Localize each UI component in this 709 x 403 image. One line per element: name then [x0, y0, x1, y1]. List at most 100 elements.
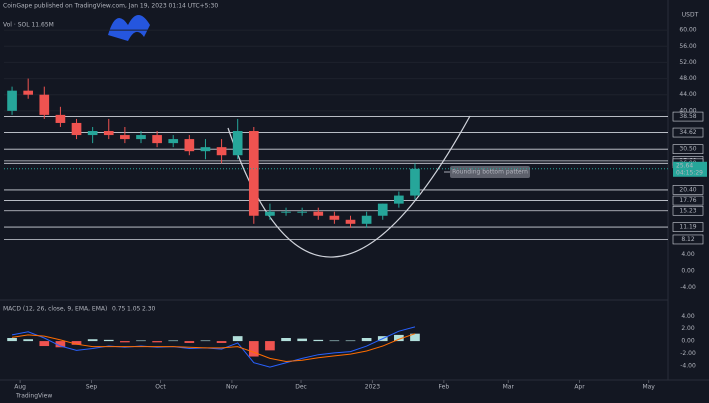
macd-histogram-bar — [232, 336, 243, 342]
level-label-box — [672, 222, 704, 232]
candle-body — [120, 135, 130, 140]
countdown: 04:15:29 — [676, 169, 703, 176]
level-label: 20.40 — [679, 186, 696, 193]
y-tick-label: 0.00 — [681, 338, 695, 345]
macd-histogram-bar — [103, 339, 114, 342]
x-tick-label: Oct — [155, 384, 166, 391]
candle-body — [297, 211, 307, 213]
annotation: Rounding bottom pattern — [452, 169, 528, 176]
macd-histogram-bar — [345, 340, 356, 342]
y-tick-label: 0.00 — [681, 268, 695, 275]
macd-histogram-bar — [200, 340, 211, 342]
candle-body — [394, 195, 404, 204]
macd-histogram-bar — [55, 341, 66, 348]
watermark-logo — [108, 15, 150, 41]
candle-body — [200, 147, 211, 152]
y-tick-label: 40.00 — [679, 107, 696, 114]
x-tick-label: Aug — [14, 384, 26, 391]
macd-histogram-bar — [184, 341, 195, 343]
macd-histogram-bar — [23, 339, 34, 342]
candle-body — [361, 215, 372, 224]
y-tick-label: -4.00 — [680, 284, 696, 291]
level-label: 15.23 — [679, 207, 696, 214]
level-label-box — [672, 185, 704, 195]
macd-histogram-bar — [329, 340, 340, 342]
level-label-box — [672, 205, 704, 216]
last-price-label: 25.64 — [676, 162, 693, 169]
macd-histogram-bar — [313, 339, 324, 342]
y-tick-label: 60.00 — [679, 27, 696, 34]
x-tick-label: Feb — [439, 384, 450, 391]
last-price-box — [673, 161, 707, 177]
y-tick-label: 56.00 — [679, 43, 696, 50]
candle-body — [232, 131, 243, 156]
x-tick-label: May — [642, 384, 655, 391]
candle-body — [87, 131, 98, 136]
level-label-box — [672, 111, 704, 122]
candle-body — [377, 203, 388, 216]
candle-body — [281, 211, 291, 213]
annotation-box — [450, 166, 530, 178]
candle-body — [55, 114, 66, 123]
macd-histogram-bar — [71, 341, 82, 345]
macd-histogram-bar — [152, 341, 162, 343]
macd-histogram-bar — [168, 340, 179, 342]
signal-value: 1.05 — [127, 306, 141, 313]
level-label: 17.76 — [679, 197, 696, 204]
candle-body — [152, 135, 162, 144]
signal-line — [11, 333, 416, 362]
candle-body — [136, 135, 146, 140]
macd-histogram-bar — [394, 334, 404, 342]
macd-histogram-bar — [7, 338, 17, 342]
histogram-value: 2.30 — [142, 306, 156, 313]
x-tick-label: Apr — [574, 384, 585, 391]
macd-histogram-bar — [120, 341, 130, 343]
macd-histogram-bar — [39, 341, 50, 347]
candle-body — [71, 122, 82, 136]
macd-histogram-bar — [410, 333, 420, 342]
volume-legend: Vol · SOL 11.65M — [3, 22, 54, 29]
y-tick-label: 4.00 — [681, 251, 695, 258]
candle-body — [410, 168, 420, 196]
level-label-box — [672, 144, 704, 154]
macd-line — [11, 326, 416, 368]
level-label: 38.58 — [679, 113, 696, 120]
candle-body — [265, 211, 275, 216]
level-label-box — [672, 234, 704, 245]
macd-title: MACD (12, 26, close, 9, EMA, EMA) — [3, 306, 107, 313]
macd-histogram-bar — [136, 340, 146, 342]
footer: TradingView — [15, 393, 52, 400]
candle-body — [216, 147, 227, 156]
x-tick-label: Sep — [86, 384, 98, 391]
x-tick-label: Nov — [226, 384, 238, 391]
candle-body — [168, 139, 179, 144]
y-tick-label: -2.00 — [680, 350, 696, 357]
level-label-box — [672, 195, 704, 206]
header: CoinGape published on TradingView.com, J… — [3, 3, 218, 10]
x-tick-label: Mar — [503, 384, 515, 391]
x-tick-label: Dec — [295, 384, 307, 391]
level-label: 11.19 — [679, 224, 696, 231]
candle-body — [329, 215, 340, 220]
candle-body — [7, 90, 17, 111]
candle-body — [345, 219, 356, 224]
macd-histogram-bar — [297, 338, 307, 342]
y-tick-label: 44.00 — [679, 91, 696, 98]
level-label-box — [672, 127, 704, 138]
y-tick-label: 4.00 — [681, 313, 695, 320]
axis-unit: USDT — [682, 12, 699, 19]
y-tick-label: 48.00 — [679, 75, 696, 82]
y-tick-label: -4.00 — [680, 362, 696, 369]
y-tick-label: 52.00 — [679, 59, 696, 66]
macd-histogram-bar — [281, 338, 291, 342]
candle-body — [313, 211, 324, 216]
candle-body — [39, 94, 50, 115]
candle-body — [23, 90, 34, 95]
level-label: 8.12 — [681, 236, 695, 243]
y-tick-label: 2.00 — [681, 325, 695, 332]
x-tick-label: 2023 — [365, 384, 380, 391]
candle-body — [248, 131, 259, 216]
macd-histogram-bar — [265, 341, 275, 351]
